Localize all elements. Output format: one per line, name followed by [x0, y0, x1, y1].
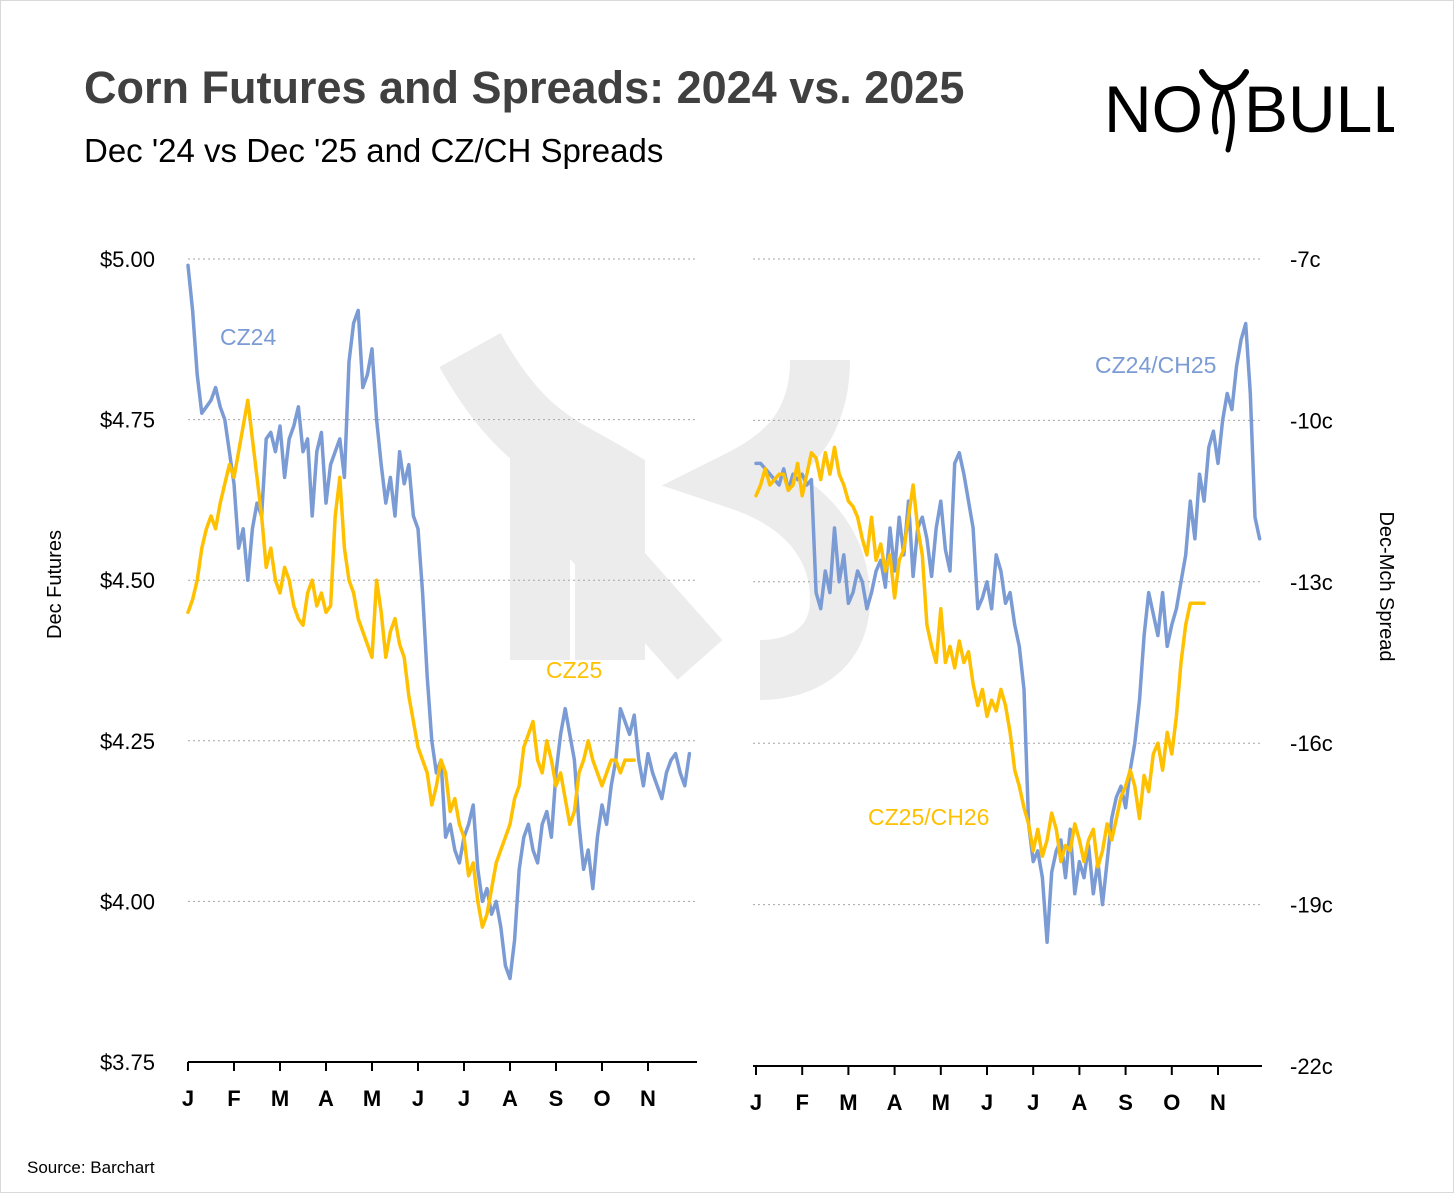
logo-text-right: BULL — [1244, 72, 1394, 146]
right-y-tick-label: -7c — [1290, 247, 1321, 272]
left-x-tick-label: S — [549, 1086, 564, 1111]
left-x-tick-label: J — [182, 1086, 194, 1111]
right-x-tick-label: M — [839, 1090, 857, 1115]
series-line-cz25 — [186, 398, 636, 929]
left-x-tick-label: J — [458, 1086, 470, 1111]
right-x-tick-label: A — [1071, 1090, 1087, 1115]
left-y-tick-label: $4.00 — [100, 889, 155, 914]
logo-text-left: NO — [1104, 72, 1203, 146]
series-label-cz24-ch25: CZ24/CH25 — [1095, 352, 1216, 378]
right-x-tick-label: J — [981, 1090, 993, 1115]
right-y-tick-label: -10c — [1290, 408, 1333, 433]
right-x-tick-label: N — [1210, 1090, 1226, 1115]
left-chart: $5.00 $4.75 $4.50 $4.25 $4.00 $3.75 J F M A M J J A S O… — [44, 247, 697, 1111]
right-y-tick-label: -19c — [1290, 893, 1333, 918]
left-x-tick-label: A — [502, 1086, 518, 1111]
left-y-axis-title: Dec Futures — [44, 530, 66, 639]
chart-title: Corn Futures and Spreads: 2024 vs. 2025 — [84, 62, 965, 113]
right-x-tick-label: S — [1118, 1090, 1133, 1115]
right-x-tick-label: A — [887, 1090, 903, 1115]
left-y-tick-label: $3.75 — [100, 1050, 155, 1075]
source-note: Source: Barchart — [27, 1158, 155, 1177]
left-x-tick-label: N — [640, 1086, 656, 1111]
series-line-cz24-ch25 — [754, 321, 1262, 945]
left-y-tick-label: $4.75 — [100, 408, 155, 433]
left-y-tick-label: $4.25 — [100, 729, 155, 754]
series-line-cz25-ch26 — [754, 445, 1206, 869]
right-y-tick-label: -22c — [1290, 1054, 1333, 1079]
bull-horns-icon — [1199, 69, 1249, 153]
right-x-tick-label: J — [1027, 1090, 1039, 1115]
nb-watermark-icon — [439, 332, 871, 700]
right-x-tick-label: M — [932, 1090, 950, 1115]
left-y-tick-label: $5.00 — [100, 247, 155, 272]
chart-subtitle: Dec '24 vs Dec '25 and CZ/CH Spreads — [84, 132, 664, 169]
right-y-axis-title: Dec-Mch Spread — [1375, 511, 1397, 661]
right-x-tick-label: F — [795, 1090, 808, 1115]
right-x-tick-label: O — [1163, 1090, 1180, 1115]
left-x-tick-label: A — [318, 1086, 334, 1111]
series-label-cz25: CZ25 — [546, 657, 602, 683]
left-x-tick-label: J — [412, 1086, 424, 1111]
left-x-tick-label: M — [271, 1086, 289, 1111]
series-label-cz24: CZ24 — [220, 324, 276, 350]
right-y-tick-label: -13c — [1290, 570, 1333, 595]
right-x-tick-label: J — [750, 1090, 762, 1115]
right-chart: -7c -10c -13c -16c -19c -22c J F M A M J J A S O N Dec-Mc… — [750, 247, 1397, 1115]
series-label-cz25-ch26: CZ25/CH26 — [868, 804, 989, 830]
no-bull-logo: NO BULL — [1104, 69, 1394, 153]
left-x-tick-label: F — [227, 1086, 240, 1111]
left-x-tick-label: M — [363, 1086, 381, 1111]
right-y-tick-label: -16c — [1290, 731, 1333, 756]
left-x-tick-label: O — [593, 1086, 610, 1111]
left-y-tick-label: $4.50 — [100, 568, 155, 593]
